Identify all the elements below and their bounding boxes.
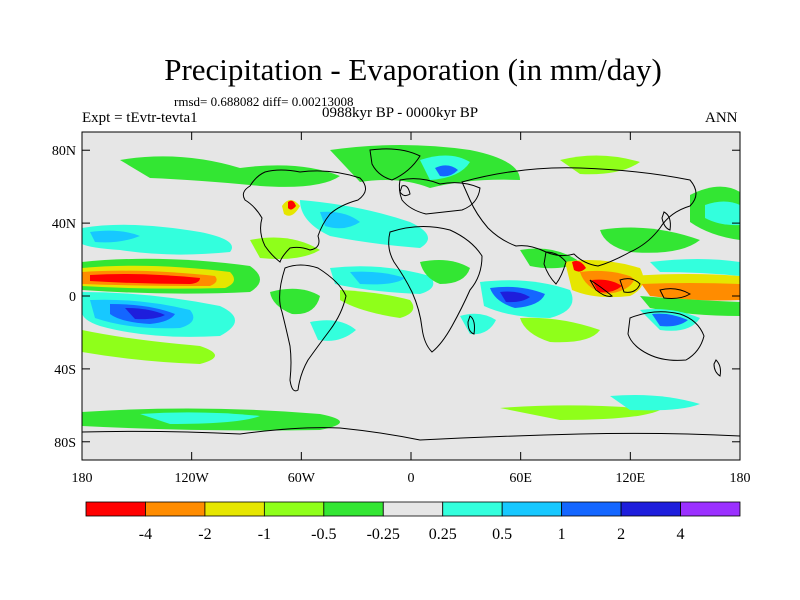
- coastlines: [82, 148, 740, 441]
- lon-tick-label: 180: [730, 471, 751, 486]
- colorbar-label: -4: [139, 526, 152, 543]
- contour-central-africa-green: [420, 260, 470, 284]
- colorbar-label: 2: [617, 526, 625, 543]
- contour-west-pacific-orange: [640, 280, 740, 301]
- plot-title: Precipitation - Evaporation (in mm/day): [164, 52, 662, 87]
- coast-australia: [627, 311, 705, 361]
- colorbar-swatch: [680, 501, 741, 517]
- contour-tropical-atlantic-blue: [350, 271, 405, 285]
- coast-north-america: [242, 169, 366, 263]
- coast-antarctica: [82, 427, 740, 441]
- colorbar-label: 0.25: [429, 526, 457, 543]
- contour-west-pacific-green: [640, 296, 740, 316]
- contour-southern-ocean-cyan-2: [610, 395, 700, 411]
- coast-africa: [388, 226, 483, 353]
- contour-mid-atlantic-green: [250, 237, 320, 259]
- lat-tick-label: 40N: [52, 217, 76, 232]
- contour-amazon-green: [270, 288, 320, 315]
- lat-tick-label: 80S: [54, 436, 76, 451]
- contour-south-atlantic-green: [340, 290, 414, 318]
- contour-west-pacific-yellow: [630, 274, 740, 284]
- colorbar-swatch: [620, 501, 681, 517]
- latitude-axis: 80N 40N 0 40S 80S: [52, 144, 740, 451]
- coast-europe: [398, 178, 481, 215]
- colorbar-swatch: [382, 501, 444, 517]
- contour-brazil-cyan: [310, 320, 356, 341]
- colorbar-label: 4: [677, 526, 685, 543]
- lat-tick-label: 80N: [52, 144, 76, 159]
- coast-new-guinea: [659, 288, 691, 299]
- colorbar-label: 0.5: [492, 526, 512, 543]
- contour-indian-ocean-navy: [500, 291, 530, 303]
- coast-india: [543, 251, 567, 285]
- coast-madagascar: [467, 315, 475, 335]
- lon-tick-label: 60E: [509, 471, 532, 486]
- coast-south-america: [279, 264, 347, 392]
- contour-north-atlantic-blue: [435, 165, 458, 177]
- contour-spcz-navy: [125, 308, 165, 320]
- colorbar: -4 -2 -1 -0.5 -0.25 0.25 0.5 1 2 4: [85, 501, 741, 543]
- coast-sumatra: [589, 279, 614, 297]
- contour-siberia-green: [560, 155, 640, 175]
- coast-japan: [661, 211, 671, 231]
- contour-west-pacific-cyan: [650, 259, 740, 276]
- contour-maritime-red: [592, 279, 622, 293]
- lat-tick-label: 0: [69, 290, 76, 305]
- contour-coral-sea-blue: [652, 313, 688, 327]
- colorbar-swatch: [85, 501, 146, 517]
- colorbar-swatch: [561, 501, 622, 517]
- lon-tick-label: 180: [72, 471, 93, 486]
- contour-itcz-pacific-red: [90, 274, 200, 284]
- season-label: ANN: [705, 110, 738, 126]
- experiment-label: Expt = tEvtr-tevta1: [82, 110, 198, 126]
- contour-south-pacific-green: [82, 330, 215, 364]
- colorbar-label: -0.25: [367, 526, 400, 543]
- colorbar-swatch: [501, 501, 563, 517]
- colorbar-swatch: [442, 501, 503, 517]
- contour-south-indian-green: [520, 317, 600, 343]
- colorbar-label: 1: [558, 526, 566, 543]
- colorbar-swatch: [323, 501, 384, 517]
- contour-north-pacific-cyan: [705, 201, 740, 226]
- longitude-axis: 180 120W 60W 0 60E 120E 180: [72, 132, 751, 486]
- lon-tick-label: 60W: [288, 471, 316, 486]
- coast-asia: [461, 167, 697, 267]
- colorbar-swatch: [263, 501, 325, 517]
- colorbar-label: -0.5: [311, 526, 336, 543]
- lon-tick-label: 120W: [175, 471, 210, 486]
- coast-new-zealand: [713, 359, 721, 377]
- colorbar-label: -1: [258, 526, 271, 543]
- period-label: 0988kyr BP - 0000kyr BP: [322, 105, 479, 121]
- contour-atlantic-storm-blue: [320, 211, 360, 229]
- lon-tick-label: 120E: [616, 471, 646, 486]
- coast-uk: [399, 185, 411, 197]
- lon-tick-label: 0: [408, 471, 415, 486]
- contour-southern-ocean-green-2: [500, 405, 660, 420]
- contour-arctic-green: [120, 156, 340, 187]
- lat-tick-label: 40S: [54, 363, 76, 378]
- coast-borneo: [619, 278, 641, 293]
- contour-west-pacific-storm-blue: [90, 230, 140, 243]
- statistics-label: rmsd= 0.688082 diff= 0.00213008: [174, 94, 354, 109]
- colorbar-swatch: [204, 501, 265, 517]
- colorbar-label: -2: [198, 526, 211, 543]
- contour-maritime-red-2: [572, 260, 586, 272]
- contour-southern-ocean-cyan: [140, 412, 260, 424]
- contour-arabian-green: [520, 248, 580, 269]
- colorbar-swatch: [145, 501, 206, 517]
- contour-east-asia-green: [600, 227, 700, 253]
- contour-alaska-red: [288, 200, 296, 210]
- coast-greenland: [369, 148, 421, 181]
